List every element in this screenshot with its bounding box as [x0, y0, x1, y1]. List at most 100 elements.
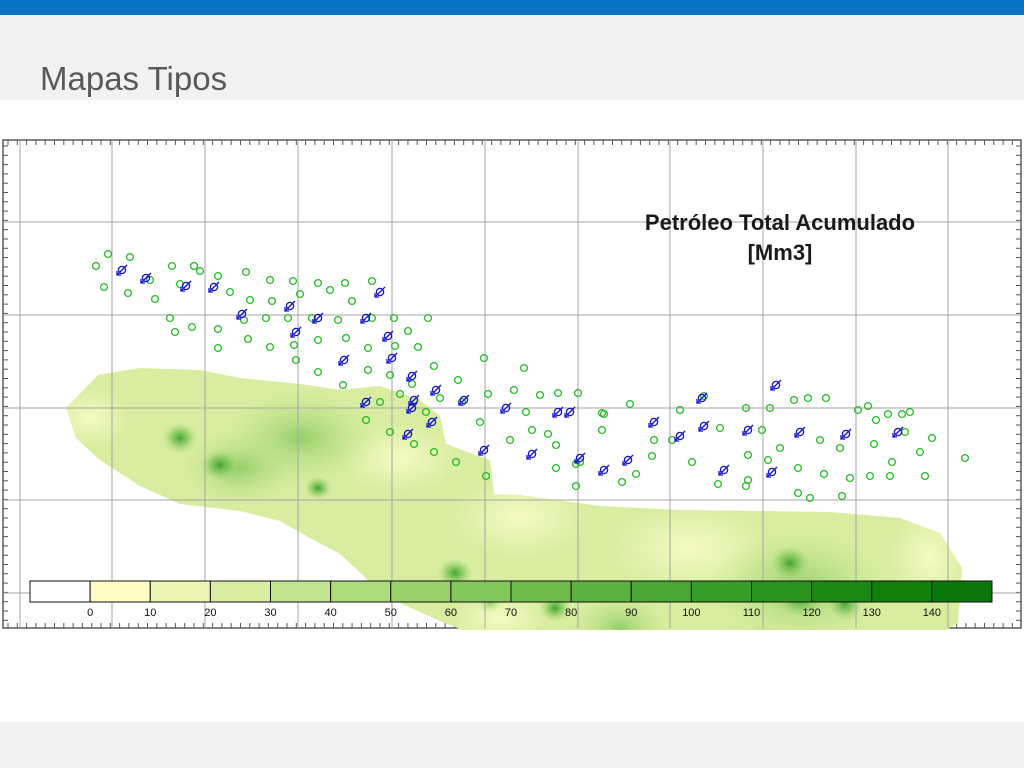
producer-well-marker — [313, 278, 323, 288]
producer-well-marker — [775, 443, 785, 453]
producer-well-marker — [123, 288, 133, 298]
injector-well-marker — [360, 312, 372, 324]
producer-well-marker — [765, 403, 775, 413]
injector-well-marker — [564, 406, 576, 418]
producer-well-marker — [167, 261, 177, 271]
legend-color-swatch — [149, 580, 211, 603]
producer-well-marker — [509, 385, 519, 395]
producer-well-marker — [267, 296, 277, 306]
producer-well-marker — [887, 457, 897, 467]
injector-well-marker — [742, 424, 754, 436]
legend-color-swatch — [630, 580, 692, 603]
producer-well-marker — [793, 463, 803, 473]
legend-color-swatch — [270, 580, 332, 603]
producer-well-marker — [451, 457, 461, 467]
injector-well-marker — [552, 406, 564, 418]
legend-tick-label: 50 — [385, 607, 397, 619]
producer-well-marker — [165, 313, 175, 323]
injector-well-marker — [426, 416, 438, 428]
producer-well-marker — [291, 355, 301, 365]
producer-well-marker — [241, 267, 251, 277]
producer-well-marker — [213, 271, 223, 281]
producer-well-marker — [103, 249, 113, 259]
injector-well-marker — [674, 430, 686, 442]
legend-tick-label: 80 — [565, 607, 577, 619]
injector-well-marker — [284, 300, 296, 312]
injector-well-marker — [598, 464, 610, 476]
producer-well-marker — [407, 379, 417, 389]
injector-well-marker — [406, 370, 418, 382]
producer-well-marker — [551, 463, 561, 473]
injector-well-marker — [430, 384, 442, 396]
producer-well-marker — [150, 294, 160, 304]
producer-well-marker — [361, 415, 371, 425]
producer-well-marker — [960, 453, 970, 463]
oil-cumulative-map: 0 10 20 30 40 50 60 70 80 90 100 110 120 130 140 — [2, 139, 1022, 630]
legend-tick-label: 140 — [923, 607, 941, 619]
legend-color-swatch — [89, 580, 151, 603]
producer-well-marker — [715, 423, 725, 433]
producer-well-marker — [920, 471, 930, 481]
legend-color-swatch — [510, 580, 572, 603]
injector-well-marker — [406, 402, 418, 414]
legend-tick-label: 20 — [204, 607, 216, 619]
producer-well-marker — [835, 443, 845, 453]
legend-tick-label: 130 — [863, 607, 881, 619]
legend-color-swatch — [871, 580, 933, 603]
producer-well-marker — [789, 395, 799, 405]
producer-well-marker — [213, 343, 223, 353]
producer-well-marker — [805, 493, 815, 503]
producer-well-marker — [927, 433, 937, 443]
producer-well-marker — [483, 389, 493, 399]
producer-well-marker — [687, 457, 697, 467]
producer-well-marker — [289, 340, 299, 350]
legend-color-swatch — [811, 580, 873, 603]
producer-well-marker — [288, 276, 298, 286]
injector-well-marker — [500, 402, 512, 414]
producer-well-marker — [453, 375, 463, 385]
producer-well-marker — [265, 342, 275, 352]
producer-well-marker — [553, 388, 563, 398]
footer-band — [0, 722, 1024, 768]
injector-well-marker — [766, 466, 778, 478]
injector-well-marker — [236, 308, 248, 320]
producer-well-marker — [631, 469, 641, 479]
producer-well-marker — [543, 429, 553, 439]
producer-well-marker — [367, 276, 377, 286]
producer-well-marker — [479, 353, 489, 363]
producer-well-marker — [265, 275, 275, 285]
injector-well-marker — [360, 396, 372, 408]
producer-well-marker — [213, 324, 223, 334]
producer-well-marker — [421, 407, 431, 417]
producer-well-marker — [475, 417, 485, 427]
injector-well-marker — [718, 464, 730, 476]
producer-well-marker — [340, 278, 350, 288]
producer-well-marker — [617, 477, 627, 487]
injector-well-marker — [116, 264, 128, 276]
producer-well-marker — [803, 393, 813, 403]
producer-well-marker — [625, 399, 635, 409]
injector-well-marker — [312, 312, 324, 324]
oil-map-panel: 0 10 20 30 40 50 60 70 80 90 100 110 120 130 140 — [0, 138, 1024, 630]
slide-title: Mapas Tipos — [40, 60, 228, 97]
injector-well-marker — [698, 420, 710, 432]
producer-well-marker — [741, 403, 751, 413]
legend-tick-label: 30 — [264, 607, 276, 619]
injector-well-marker — [892, 426, 904, 438]
producer-well-marker — [435, 393, 445, 403]
producer-well-marker — [429, 361, 439, 371]
producer-well-marker — [869, 439, 879, 449]
producer-well-marker — [99, 282, 109, 292]
producer-well-marker — [385, 370, 395, 380]
injector-well-marker — [648, 416, 660, 428]
injector-well-marker — [140, 272, 152, 284]
producer-well-marker — [283, 313, 293, 323]
producer-well-marker — [295, 289, 305, 299]
producer-well-marker — [170, 327, 180, 337]
producer-well-marker — [713, 479, 723, 489]
producer-well-marker — [363, 343, 373, 353]
injector-wells — [116, 264, 904, 478]
producer-well-marker — [245, 295, 255, 305]
injector-well-marker — [382, 330, 394, 342]
producer-well-marker — [519, 363, 529, 373]
